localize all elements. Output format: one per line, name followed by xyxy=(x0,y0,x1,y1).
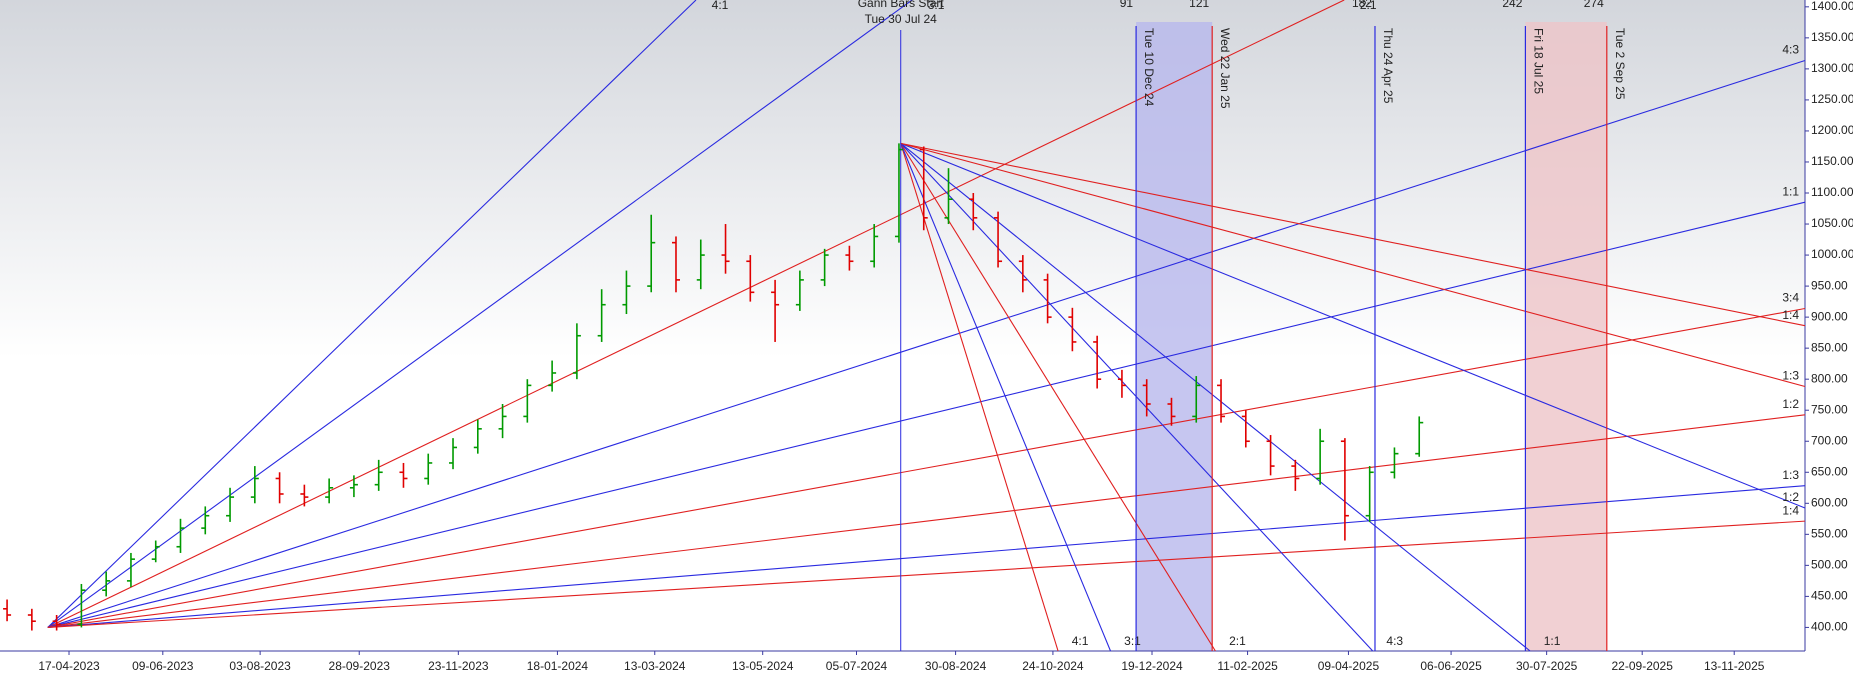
y-tick-label: 1100.00 xyxy=(1811,185,1853,199)
fan-ratio-label: 1:1 xyxy=(1782,184,1799,198)
gann-fan-line xyxy=(900,143,1112,652)
cycle-count: 182 xyxy=(1352,0,1372,10)
fan-ratio-label: 4:3 xyxy=(1782,43,1799,57)
y-tick-label: 600.00 xyxy=(1811,495,1848,509)
y-tick-label: 1050.00 xyxy=(1811,216,1853,230)
fan-ratio-label: 1:1 xyxy=(1544,634,1561,648)
y-tick-label: 1300.00 xyxy=(1811,61,1853,75)
fan-ratio-label: 2:1 xyxy=(1229,634,1246,648)
fan-ratio-label: 1:3 xyxy=(1782,468,1799,482)
x-tick-label: 13-11-2025 xyxy=(1704,659,1765,673)
y-tick-label: 850.00 xyxy=(1811,340,1848,354)
fan-ratio-label: 3:1 xyxy=(1124,634,1141,648)
gann-fan-line xyxy=(47,307,1806,628)
gann-fan-line xyxy=(900,142,1806,388)
x-tick-label: 13-03-2024 xyxy=(624,659,686,673)
gann-fan-line xyxy=(900,142,1374,652)
plot-background xyxy=(0,0,1805,651)
cycle-date-label: Wed 22 Jan 25 xyxy=(1218,28,1232,109)
x-tick-label: 17-04-2023 xyxy=(38,659,100,673)
y-tick-label: 700.00 xyxy=(1811,433,1848,447)
cycle-date-label: Thu 24 Apr 25 xyxy=(1381,28,1395,104)
y-tick-label: 1000.00 xyxy=(1811,247,1853,261)
gann-fan-line xyxy=(900,143,1216,652)
x-tick-label: 06-06-2025 xyxy=(1420,659,1482,673)
y-tick-label: 1250.00 xyxy=(1811,92,1853,106)
cycle-count: 121 xyxy=(1189,0,1209,10)
y-tick-label: 450.00 xyxy=(1811,589,1848,603)
x-tick-label: 28-09-2023 xyxy=(329,659,391,673)
cycle-count: 242 xyxy=(1502,0,1522,10)
cycle-count: 274 xyxy=(1584,0,1604,10)
cycle-date-label: Tue 10 Dec 24 xyxy=(1142,28,1156,107)
x-tick-label: 11-02-2025 xyxy=(1217,659,1278,673)
x-tick-label: 22-09-2025 xyxy=(1612,659,1674,673)
x-tick-label: 09-04-2025 xyxy=(1318,659,1380,673)
gann-fan-line xyxy=(47,414,1806,628)
gann-fan-line xyxy=(900,142,1531,652)
y-tick-label: 1350.00 xyxy=(1811,30,1853,44)
x-tick-label: 09-06-2023 xyxy=(132,659,194,673)
cycle-band xyxy=(1525,22,1607,651)
x-tick-label: 24-10-2024 xyxy=(1022,659,1084,673)
y-tick-label: 400.00 xyxy=(1811,620,1848,634)
cycle-date-label: Tue 2 Sep 25 xyxy=(1613,28,1627,100)
y-tick-label: 650.00 xyxy=(1811,464,1848,478)
y-tick-label: 800.00 xyxy=(1811,371,1848,385)
gann-fan-line xyxy=(47,520,1806,628)
x-tick-label: 05-07-2024 xyxy=(826,659,888,673)
x-tick-label: 23-11-2023 xyxy=(428,659,489,673)
fan-ratio-label: 1:2 xyxy=(1782,490,1799,504)
fan-ratio-label: 1:4 xyxy=(1782,503,1799,517)
gann-fan-line xyxy=(47,0,697,628)
y-tick-label: 1400.00 xyxy=(1811,0,1853,13)
y-tick-label: 550.00 xyxy=(1811,527,1848,541)
y-tick-label: 900.00 xyxy=(1811,309,1848,323)
cycle-date-label: Fri 18 Jul 25 xyxy=(1531,28,1545,94)
gann-fan-line xyxy=(900,143,1059,652)
x-tick-label: 19-12-2024 xyxy=(1121,659,1183,673)
gann-fan-line xyxy=(900,142,1806,327)
y-tick-label: 750.00 xyxy=(1811,402,1848,416)
fan-ratio-label: 1:4 xyxy=(1782,308,1799,322)
fan-ratio-label: 3:1 xyxy=(928,0,945,12)
gann-fan-line xyxy=(47,0,1345,628)
fan-ratio-label: 4:1 xyxy=(1072,634,1089,648)
gann-fan-line xyxy=(47,201,1806,628)
cycle-count: 91 xyxy=(1120,0,1134,10)
gann-fan-line xyxy=(47,485,1806,628)
y-tick-label: 500.00 xyxy=(1811,558,1848,572)
x-tick-label: 18-01-2024 xyxy=(527,659,589,673)
y-tick-label: 1150.00 xyxy=(1811,154,1853,168)
axis-background xyxy=(1805,0,1853,677)
fan-ratio-label: 1:2 xyxy=(1782,397,1799,411)
x-tick-label: 03-08-2023 xyxy=(229,659,291,673)
gann-start-date: Tue 30 Jul 24 xyxy=(865,12,938,26)
cycle-band xyxy=(1136,22,1213,651)
fan-ratio-label: 2:1 xyxy=(1360,0,1377,12)
fan-ratio-label: 4:1 xyxy=(712,0,729,12)
gann-start-label: Gann Bars Start xyxy=(858,0,945,10)
fan-ratio-label: 1:3 xyxy=(1782,369,1799,383)
y-tick-label: 1200.00 xyxy=(1811,123,1853,137)
x-tick-label: 30-08-2024 xyxy=(925,659,987,673)
fan-ratio-label: 4:3 xyxy=(1386,634,1403,648)
x-tick-label: 13-05-2024 xyxy=(732,659,794,673)
gann-fan-line xyxy=(47,0,913,628)
gann-fan-line xyxy=(900,142,1806,509)
x-tick-label: 30-07-2025 xyxy=(1516,659,1578,673)
y-tick-label: 950.00 xyxy=(1811,278,1848,292)
gann-fan-line xyxy=(47,59,1806,628)
fan-ratio-label: 3:4 xyxy=(1782,291,1799,305)
